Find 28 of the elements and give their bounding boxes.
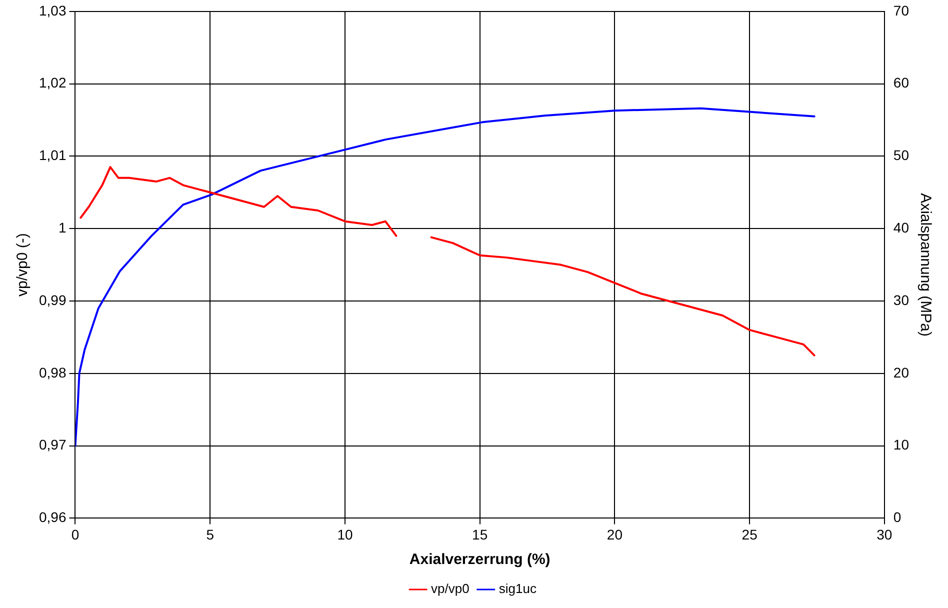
x-tick-label: 0 bbox=[71, 526, 80, 542]
y2-tick-label: 40 bbox=[893, 219, 910, 236]
y2-tick-label: 50 bbox=[893, 147, 910, 164]
legend-label: sig1uc bbox=[498, 581, 537, 596]
x-tick-label: 15 bbox=[472, 526, 488, 542]
x-tick-label: 25 bbox=[742, 526, 758, 542]
y2-tick-label: 10 bbox=[893, 436, 910, 453]
y-axis-title: vp/vp0 (-) bbox=[14, 233, 32, 296]
y-tick-label: 1,03 bbox=[39, 2, 66, 18]
y-tick-label: 1,01 bbox=[39, 147, 66, 164]
x-axis-title: Axialverzerrung (%) bbox=[409, 551, 550, 568]
y-tick-label: 1,02 bbox=[39, 74, 66, 91]
y2-axis-title: Axialspannung (MPa) bbox=[916, 193, 934, 337]
y2-tick-label: 20 bbox=[893, 364, 910, 380]
x-tick-label: 5 bbox=[206, 526, 214, 542]
y-tick-label: 1 bbox=[58, 219, 66, 236]
y-tick-label: 0,97 bbox=[39, 436, 66, 453]
y2-tick-label: 70 bbox=[893, 2, 910, 18]
x-tick-label: 10 bbox=[337, 526, 353, 542]
y2-tick-label: 0 bbox=[893, 509, 902, 526]
y2-tick-label: 30 bbox=[893, 292, 910, 308]
x-tick-label: 20 bbox=[606, 526, 623, 542]
x-tick-label: 30 bbox=[876, 526, 892, 542]
y-tick-label: 0,96 bbox=[39, 509, 66, 526]
y-tick-label: 0,98 bbox=[39, 364, 66, 380]
legend-label: vp/vp0 bbox=[431, 581, 470, 596]
y-tick-label: 0,99 bbox=[39, 292, 66, 308]
y2-tick-label: 60 bbox=[893, 74, 910, 91]
